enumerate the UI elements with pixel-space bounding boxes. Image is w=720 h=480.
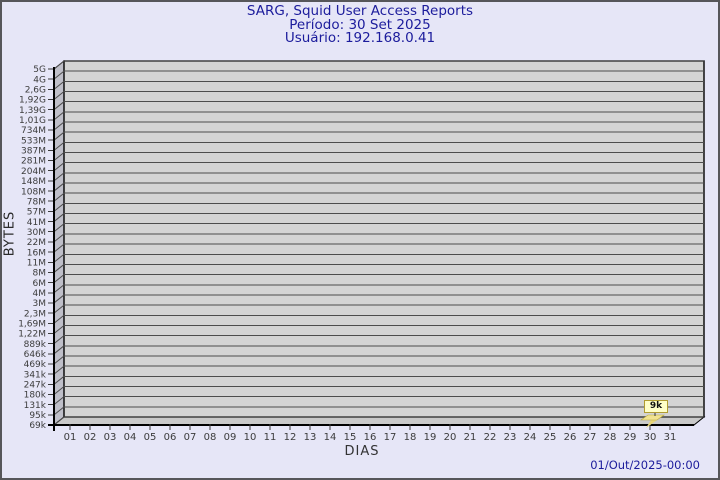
svg-text:57M: 57M <box>27 208 46 218</box>
svg-text:1,39G: 1,39G <box>19 106 46 116</box>
svg-text:148M: 148M <box>21 177 46 187</box>
svg-text:28: 28 <box>604 432 617 443</box>
svg-text:108M: 108M <box>21 187 46 197</box>
svg-text:22: 22 <box>484 432 497 443</box>
svg-text:1,69M: 1,69M <box>18 319 46 329</box>
svg-text:131k: 131k <box>24 401 47 411</box>
svg-text:281M: 281M <box>21 157 46 167</box>
svg-text:24: 24 <box>524 432 537 443</box>
svg-text:41M: 41M <box>27 218 46 228</box>
svg-text:6M: 6M <box>33 279 47 289</box>
svg-text:03: 03 <box>104 432 117 443</box>
svg-text:21: 21 <box>464 432 477 443</box>
report-title: SARG, Squid User Access Reports <box>246 3 474 19</box>
svg-text:4G: 4G <box>33 75 46 85</box>
svg-text:69k: 69k <box>29 421 46 431</box>
svg-text:13: 13 <box>304 432 317 443</box>
svg-text:02: 02 <box>84 432 97 443</box>
svg-text:341k: 341k <box>24 370 47 380</box>
svg-text:4M: 4M <box>33 289 47 299</box>
svg-text:25: 25 <box>544 432 557 443</box>
x-axis-title: DIAS <box>344 444 380 459</box>
svg-text:12: 12 <box>284 432 297 443</box>
svg-text:889k: 889k <box>24 340 47 350</box>
svg-text:469k: 469k <box>24 360 47 370</box>
svg-text:01: 01 <box>64 432 77 443</box>
svg-text:5G: 5G <box>33 65 46 75</box>
svg-text:646k: 646k <box>24 350 47 360</box>
svg-text:180k: 180k <box>24 391 47 401</box>
svg-text:533M: 533M <box>21 136 46 146</box>
svg-text:30: 30 <box>644 432 657 443</box>
svg-text:23: 23 <box>504 432 517 443</box>
svg-text:27: 27 <box>584 432 597 443</box>
svg-text:30M: 30M <box>27 228 46 238</box>
svg-text:247k: 247k <box>24 381 47 391</box>
svg-text:387M: 387M <box>21 147 46 157</box>
svg-text:1,01G: 1,01G <box>19 116 46 126</box>
svg-text:3M: 3M <box>33 299 47 309</box>
svg-text:22M: 22M <box>27 238 46 248</box>
svg-text:31: 31 <box>664 432 677 443</box>
report-period: Período: 30 Set 2025 <box>289 16 431 33</box>
svg-text:20: 20 <box>444 432 457 443</box>
svg-text:19: 19 <box>424 432 437 443</box>
svg-text:1,22M: 1,22M <box>18 330 46 340</box>
svg-text:16: 16 <box>364 432 377 443</box>
svg-text:8M: 8M <box>33 269 47 279</box>
svg-text:1,92G: 1,92G <box>19 96 46 106</box>
svg-text:17: 17 <box>384 432 397 443</box>
svg-text:204M: 204M <box>21 167 46 177</box>
svg-text:06: 06 <box>164 432 177 443</box>
value-label: 9k <box>644 400 668 413</box>
svg-text:09: 09 <box>224 432 237 443</box>
svg-text:04: 04 <box>124 432 137 443</box>
svg-text:07: 07 <box>184 432 197 443</box>
svg-text:2,3M: 2,3M <box>24 309 46 319</box>
svg-text:11M: 11M <box>27 258 46 268</box>
report-header: SARG, Squid User Access Reports Período:… <box>2 3 718 46</box>
svg-text:14: 14 <box>324 432 337 443</box>
svg-text:26: 26 <box>564 432 577 443</box>
svg-text:08: 08 <box>204 432 217 443</box>
svg-text:734M: 734M <box>21 126 46 136</box>
svg-text:16M: 16M <box>27 248 46 258</box>
report-date: 01/Out/2025-00:00 <box>590 458 700 472</box>
svg-text:29: 29 <box>624 432 637 443</box>
svg-text:15: 15 <box>344 432 357 443</box>
report-user: Usuário: 192.168.0.41 <box>284 30 436 46</box>
svg-text:18: 18 <box>404 432 417 443</box>
svg-text:05: 05 <box>144 432 157 443</box>
svg-text:11: 11 <box>264 432 277 443</box>
svg-text:2,6G: 2,6G <box>25 86 46 96</box>
svg-text:10: 10 <box>244 432 257 443</box>
svg-text:95k: 95k <box>29 411 46 421</box>
svg-text:78M: 78M <box>27 197 46 207</box>
